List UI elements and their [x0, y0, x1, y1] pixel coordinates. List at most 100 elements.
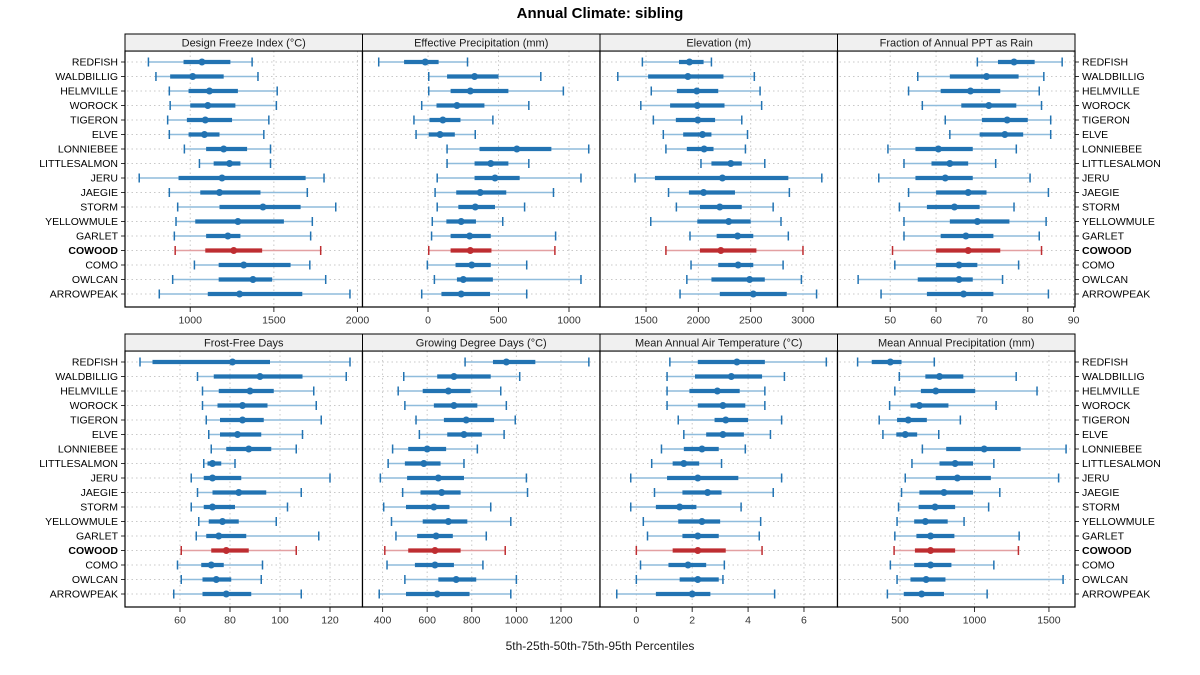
site-label-left: REDFISH: [72, 357, 118, 369]
site-label-right: LITTLESALMON: [1082, 158, 1161, 170]
site-label-right: JERU: [1082, 173, 1109, 185]
axis-tick-label: 50: [884, 315, 896, 327]
median-dot: [236, 290, 244, 298]
panel-effective-precipitation-mm: 0 500 1000 Effective Precipitation (mm): [361, 33, 601, 327]
median-dot: [980, 445, 988, 453]
site-label-left: LONNIEBEE: [58, 444, 118, 456]
site-label-left: HELMVILLE: [60, 386, 118, 398]
percentile-row-yellowmule: [175, 217, 314, 226]
median-dot: [460, 431, 468, 438]
percentile-row-cowood: [427, 246, 556, 255]
percentile-row-helmville: [168, 86, 278, 96]
median-dot: [222, 590, 230, 598]
median-dot: [946, 160, 954, 167]
percentile-row-redfish: [669, 357, 828, 367]
median-dot: [430, 503, 438, 511]
axis-tick-label: 400: [374, 615, 392, 627]
percentile-row-redfish: [139, 357, 351, 367]
percentile-row-cowood: [635, 546, 763, 555]
site-label-left: COWOOD: [68, 245, 118, 257]
percentile-row-owlcan: [171, 275, 327, 284]
axis-tick-label: 100: [271, 615, 289, 627]
percentile-row-owlcan: [433, 275, 582, 284]
site-label-right: LITTLESALMON: [1082, 458, 1161, 470]
percentile-row-tigeron: [205, 415, 322, 425]
axis-tick-label: 1500: [634, 315, 658, 327]
median-dot: [249, 276, 257, 283]
percentile-row-cowood: [665, 246, 804, 255]
site-label-right: ARROWPEAK: [1082, 589, 1150, 601]
site-label-right: COMO: [1082, 560, 1115, 572]
site-label-right: YELLOWMULE: [1082, 516, 1155, 528]
median-dot: [694, 532, 702, 540]
site-label-left: YELLOWMULE: [45, 516, 118, 528]
site-label-right: ELVE: [1082, 129, 1108, 141]
percentile-row-cowood: [893, 546, 1020, 555]
median-dot: [462, 416, 470, 424]
panel-title: Mean Annual Air Temperature (°C): [635, 338, 802, 350]
site-label-right: JERU: [1082, 473, 1109, 485]
median-dot: [955, 276, 963, 283]
percentile-row-worock: [169, 101, 278, 110]
median-dot: [218, 174, 226, 182]
median-dot: [719, 431, 727, 438]
median-dot: [931, 503, 939, 511]
median-dot: [434, 474, 442, 482]
median-dot: [918, 590, 926, 598]
median-dot: [452, 576, 460, 583]
median-dot: [713, 387, 721, 395]
panel-title: Frost-Free Days: [204, 338, 284, 350]
median-dot: [215, 532, 223, 540]
percentile-row-elve: [949, 130, 1052, 139]
median-dot: [444, 387, 452, 395]
median-dot: [502, 358, 510, 366]
site-label-right: REDFISH: [1082, 57, 1128, 69]
percentile-row-arrowpeak: [616, 589, 776, 599]
percentile-row-elve: [418, 430, 505, 439]
median-dot: [209, 460, 216, 467]
axis-tick-label: 500: [891, 615, 909, 627]
median-dot: [886, 358, 894, 366]
percentile-row-lonniebee: [391, 444, 479, 454]
median-dot: [698, 445, 706, 453]
panel-strip: [837, 33, 1076, 52]
panel-mean-annual-precipitation-mm: 500 1000 1500 Mean Annual Precipitation (mm…: [836, 333, 1076, 627]
percentile-row-garlet: [395, 531, 488, 541]
percentile-row-jaegie: [168, 188, 309, 197]
median-dot: [749, 290, 757, 298]
percentile-row-jeru: [904, 473, 1060, 483]
percentile-row-como: [894, 260, 1020, 270]
percentile-row-cowood: [180, 546, 297, 555]
median-dot: [459, 276, 467, 283]
site-label-right: WALDBILLIG: [1082, 71, 1145, 83]
site-label-right: LONNIEBEE: [1082, 444, 1142, 456]
site-label-right: LONNIEBEE: [1082, 144, 1142, 156]
median-dot: [453, 102, 461, 109]
median-dot: [1001, 131, 1009, 138]
percentile-row-cowood: [891, 246, 1043, 255]
median-dot: [719, 402, 727, 409]
median-dot: [220, 145, 228, 153]
median-dot: [205, 87, 213, 95]
median-dot: [207, 561, 215, 569]
percentile-row-worock: [921, 101, 1043, 110]
median-dot: [466, 232, 474, 240]
panel-design-freeze-index-c: 1000 1500 2000 Design Freeze Index (°C): [124, 33, 369, 327]
median-dot: [694, 576, 702, 583]
axis-tick-label: 120: [321, 615, 339, 627]
site-label-left: YELLOWMULE: [45, 216, 118, 228]
median-dot: [684, 73, 692, 80]
median-dot: [198, 58, 206, 66]
axis-tick-label: 2000: [687, 315, 711, 327]
median-dot: [955, 261, 963, 269]
percentile-row-como: [690, 260, 784, 270]
percentile-row-storm: [898, 202, 1015, 212]
median-dot: [983, 73, 991, 80]
median-dot: [438, 489, 446, 496]
median-dot: [734, 261, 742, 269]
percentile-row-como: [426, 260, 528, 270]
site-label-right: YELLOWMULE: [1082, 216, 1155, 228]
site-label-left: STORM: [80, 502, 118, 514]
percentile-row-jeru: [634, 173, 823, 183]
